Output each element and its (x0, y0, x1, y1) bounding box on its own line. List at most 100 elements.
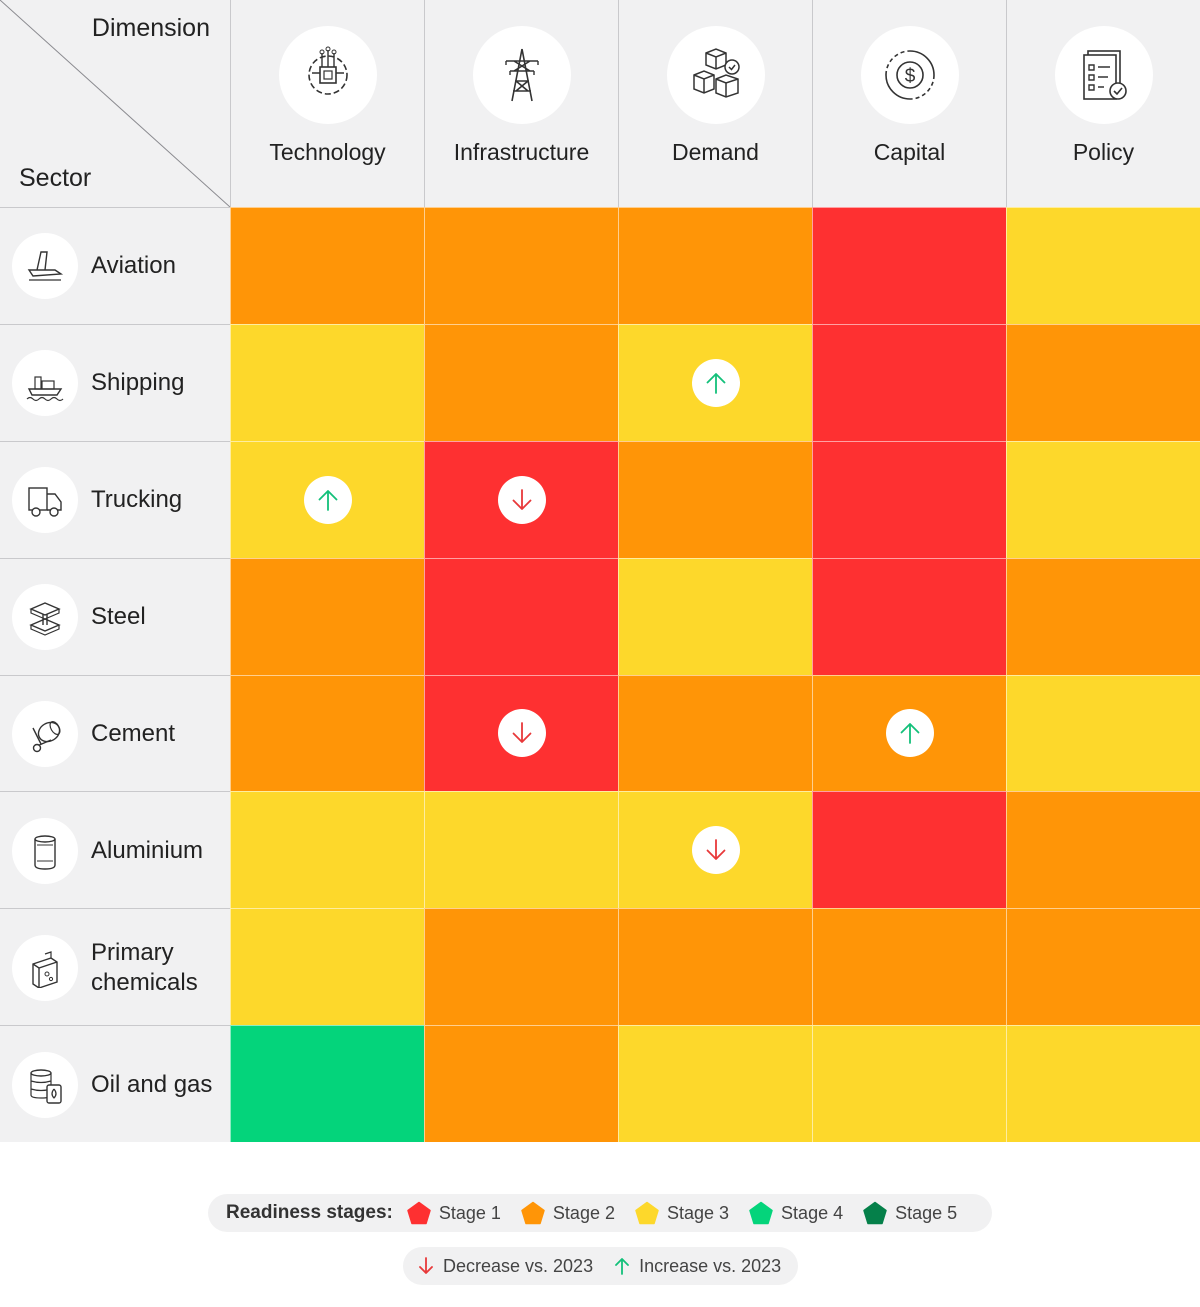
column-label: Policy (1072, 139, 1135, 165)
oil-barrel-icon (30, 1068, 62, 1104)
row-header-aluminium: Aluminium (0, 791, 230, 909)
heatmap-cell (230, 674, 424, 792)
row-icon-badge (12, 700, 78, 767)
heatmap-cell (1006, 791, 1200, 909)
legend-stage-2: Stage 2 (521, 1201, 615, 1225)
row-header-cement: Cement (0, 674, 230, 792)
heatmap-cell (812, 323, 1006, 441)
column-icon-badge (472, 26, 571, 124)
heatmap-cell (812, 674, 1006, 792)
column-header-demand: Demand (618, 0, 812, 207)
heatmap-cell (618, 207, 812, 324)
row-label: Oil and gas (91, 1070, 213, 1098)
arrow-down-icon (706, 839, 725, 861)
legend-title: Readiness stages: (226, 1202, 393, 1223)
heatmap-cell (1006, 908, 1200, 1026)
increase-marker (303, 475, 352, 524)
readiness-heatmap: Dimension Sector Technology Infrastructur… (0, 0, 1200, 1142)
heatmap-cell (618, 791, 812, 909)
heatmap-cell (812, 1025, 1006, 1142)
heatmap-cell (230, 440, 424, 558)
legend-stage-4: Stage 4 (749, 1201, 843, 1225)
heatmap-cell (424, 323, 618, 441)
arrow-up-icon (318, 489, 337, 511)
legend-stage-5: Stage 5 (863, 1201, 957, 1225)
change-legend: Decrease vs. 2023 Increase vs. 2023 (403, 1247, 798, 1285)
row-icon-badge (12, 934, 78, 1001)
pentagon-swatch-icon (635, 1201, 659, 1225)
column-icon-badge (666, 26, 765, 124)
row-header-oil-and-gas: Oil and gas (0, 1025, 230, 1142)
can-icon (34, 835, 56, 870)
increase-marker (691, 358, 740, 407)
arrow-down-icon (419, 1257, 433, 1274)
cement-mixer-icon (32, 720, 61, 753)
row-label: Primary chemicals (91, 938, 198, 996)
decrease-marker (691, 826, 740, 875)
column-icon-badge (278, 26, 377, 124)
row-label: Cement (91, 719, 176, 747)
row-header-primary-chemicals: Primary chemicals (0, 908, 230, 1026)
airplane-tail-icon (27, 251, 64, 282)
heatmap-cell (618, 440, 812, 558)
legend-stage-label: Stage 1 (438, 1202, 501, 1223)
heatmap-cell (618, 908, 812, 1026)
column-label: Infrastructure (453, 139, 590, 165)
arrow-up-icon (615, 1258, 629, 1275)
legend-increase: Increase vs. 2023 (613, 1256, 781, 1277)
decrease-marker (497, 709, 546, 758)
heatmap-cell (230, 791, 424, 909)
corner-diagonal (0, 0, 230, 207)
row-icon-badge (12, 584, 78, 651)
heatmap-cell (230, 908, 424, 1026)
heatmap-cell (230, 557, 424, 675)
row-icon-badge (12, 1051, 78, 1118)
legend-stage-3: Stage 3 (635, 1201, 729, 1225)
pentagon-swatch-icon (407, 1201, 431, 1225)
legend-decrease-label: Decrease vs. 2023 (443, 1255, 594, 1276)
column-header-capital: $ Capital (812, 0, 1006, 207)
column-icon-badge (1054, 26, 1153, 124)
chemical-container-icon (32, 950, 58, 988)
column-header-infrastructure: Infrastructure (424, 0, 618, 207)
pentagon-swatch-icon (521, 1201, 545, 1225)
legend-decrease: Decrease vs. 2023 (417, 1256, 593, 1277)
row-icon-badge (12, 467, 78, 534)
pylon-icon (504, 48, 539, 102)
legend-stage-label: Stage 3 (666, 1202, 730, 1223)
heatmap-cell (1006, 557, 1200, 675)
arrow-down-icon (512, 488, 531, 510)
pentagon-swatch-icon (863, 1201, 887, 1225)
corner-header: Dimension Sector (0, 0, 230, 207)
steel-beam-icon (29, 602, 61, 636)
heatmap-cell (618, 323, 812, 441)
row-header-shipping: Shipping (0, 323, 230, 441)
arrow-up-icon (706, 372, 725, 394)
decrease-marker (497, 475, 546, 524)
chip-gear-icon (307, 46, 348, 95)
heatmap-cell (424, 440, 618, 558)
ship-icon (26, 376, 64, 402)
column-label: Technology (269, 139, 386, 165)
row-label: Aluminium (91, 836, 204, 864)
heatmap-cell (618, 674, 812, 792)
column-label: Capital (873, 139, 946, 165)
heatmap-cell (1006, 323, 1200, 441)
heatmap-cell (424, 791, 618, 909)
legend-increase-label: Increase vs. 2023 (639, 1255, 782, 1276)
pentagon-swatch-icon (749, 1201, 773, 1225)
readiness-stages-legend: Readiness stages: Stage 1 Stage 2 Stage 3 S… (208, 1194, 992, 1232)
truck-icon (28, 487, 62, 517)
legend-stage-label: Stage 4 (781, 1202, 844, 1223)
heatmap-cell (230, 323, 424, 441)
heatmap-cell (1006, 207, 1200, 324)
legend-stage-label: Stage 5 (895, 1202, 958, 1223)
legend-stage-1: Stage 1 (407, 1201, 501, 1225)
row-label: Shipping (91, 369, 185, 397)
column-header-policy: Policy (1006, 0, 1200, 207)
heatmap-cell (1006, 674, 1200, 792)
sector-axis-label: Sector (19, 164, 92, 192)
heatmap-cell (424, 908, 618, 1026)
row-icon-badge (12, 817, 78, 884)
heatmap-cell (812, 207, 1006, 324)
